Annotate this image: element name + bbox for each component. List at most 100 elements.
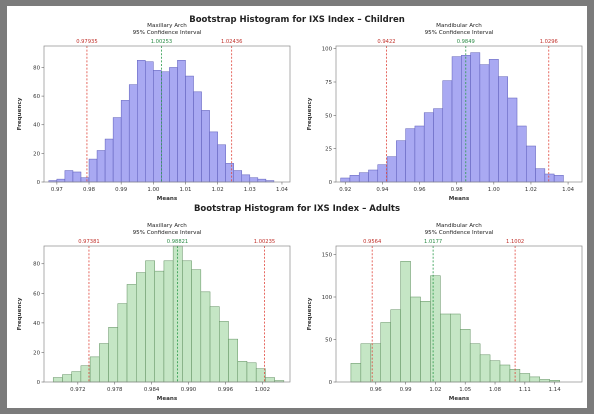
x-tick-label: 1.00 (147, 187, 160, 193)
x-tick-label: 1.01 (179, 187, 191, 193)
y-tick-label: 80 (33, 262, 40, 268)
histogram-bar (405, 128, 416, 183)
histogram-bar (217, 144, 226, 183)
histogram-bar (459, 329, 471, 383)
plot-frame (335, 245, 583, 383)
y-tick-label: 100 (322, 295, 333, 301)
x-tick-label: 1.002 (255, 387, 270, 393)
x-tick-label: 0.996 (218, 387, 234, 393)
histogram-bar (516, 125, 527, 183)
y-tick-label: 40 (33, 123, 40, 129)
histogram-bar (241, 174, 251, 183)
histogram-bar (386, 156, 397, 183)
ci-lower-label: 0.97381 (78, 239, 99, 245)
ci-upper-label: 1.02436 (221, 39, 242, 45)
histogram-bar (88, 158, 98, 183)
histogram-bar (137, 60, 146, 183)
histogram-bar (380, 322, 391, 383)
y-tick-label: 50 (325, 338, 332, 344)
x-tick-label: 1.11 (519, 387, 531, 393)
panel-subtitle: 95% Confidence Interval (133, 30, 202, 36)
histogram-bar (526, 145, 536, 183)
histogram-bar (246, 362, 257, 383)
ci-lower-label: 0.9564 (363, 239, 382, 245)
histogram-bar (64, 170, 74, 183)
x-tick-label: 0.978 (107, 387, 123, 393)
x-tick-label: 1.04 (276, 187, 289, 193)
y-tick-label: 0 (329, 180, 333, 186)
histogram-bar (350, 363, 362, 383)
x-tick-label: 0.99 (115, 187, 128, 193)
y-tick-label: 0 (37, 180, 41, 186)
y-axis-label: Frequency (307, 297, 313, 330)
x-tick-label: 0.98 (451, 187, 464, 193)
adults-row-title: Bootstrap Histogram for IXS Index – Adul… (193, 204, 401, 214)
x-tick-label: 0.98 (83, 187, 96, 193)
histogram-bar (99, 343, 109, 383)
x-axis-label: Means (449, 196, 470, 202)
x-tick-label: 0.99 (400, 387, 413, 393)
x-tick-label: 1.05 (459, 387, 471, 393)
histogram-bar (154, 270, 165, 383)
histogram-bar (233, 170, 243, 183)
histogram-bar (193, 91, 202, 183)
y-tick-label: 150 (322, 253, 333, 259)
ci-lower-label: 0.97935 (76, 39, 97, 45)
histogram-bar (499, 364, 511, 383)
plot-frame (43, 45, 291, 183)
x-tick-label: 0.990 (181, 387, 197, 393)
histogram-bar (136, 272, 146, 383)
histogram-bar (257, 178, 267, 183)
panel-subtitle: 95% Confidence Interval (425, 230, 494, 236)
x-axis-label: Means (157, 396, 178, 402)
x-axis-label: Means (449, 396, 470, 402)
histogram-bar (265, 377, 275, 383)
histogram-bar (488, 59, 499, 183)
histogram-bar (469, 343, 481, 383)
histogram-bar (169, 67, 178, 183)
histogram-bar (225, 163, 234, 183)
histogram-bar (201, 110, 210, 183)
histogram-bar (420, 301, 431, 383)
histogram-bar (120, 100, 130, 183)
y-tick-label: 80 (33, 65, 40, 71)
x-tick-label: 1.02 (525, 187, 537, 193)
histogram-bar (340, 177, 351, 183)
histogram-bar (489, 360, 501, 383)
histogram-bar (185, 75, 194, 183)
ci-upper-label: 1.1002 (506, 239, 524, 245)
histogram-bar (200, 291, 211, 383)
y-tick-label: 20 (33, 151, 40, 157)
histogram-bar (112, 117, 122, 183)
x-tick-label: 1.00 (488, 187, 501, 193)
histogram-bar (358, 172, 369, 183)
histogram-bar (535, 168, 546, 183)
x-tick-label: 0.96 (370, 387, 383, 393)
ci-upper-label: 1.00235 (254, 239, 275, 245)
x-tick-label: 1.02 (212, 187, 224, 193)
figure-page: Bootstrap Histogram for IXS Index – Chil… (7, 6, 587, 408)
histogram-bar (56, 178, 66, 183)
histogram-bar (163, 260, 174, 383)
histogram-bar (219, 321, 229, 383)
histogram-bar (451, 56, 462, 183)
x-tick-label: 1.04 (562, 187, 575, 193)
histogram-bar (255, 368, 266, 383)
y-tick-label: 100 (322, 47, 333, 53)
mean-label: 0.98821 (167, 239, 188, 245)
histogram-bar (108, 327, 119, 383)
histogram-bar (52, 377, 63, 383)
histogram-bar (396, 140, 406, 183)
y-tick-label: 60 (33, 291, 40, 297)
x-tick-label: 1.08 (489, 387, 502, 393)
histogram-bar (414, 125, 425, 183)
histogram-bar (470, 52, 481, 183)
histogram-bar (209, 306, 220, 383)
x-axis-label: Means (157, 196, 178, 202)
x-tick-label: 0.92 (339, 187, 351, 193)
histogram-bar (89, 356, 100, 383)
histogram-bar (440, 313, 451, 383)
histogram-bar (479, 354, 491, 383)
